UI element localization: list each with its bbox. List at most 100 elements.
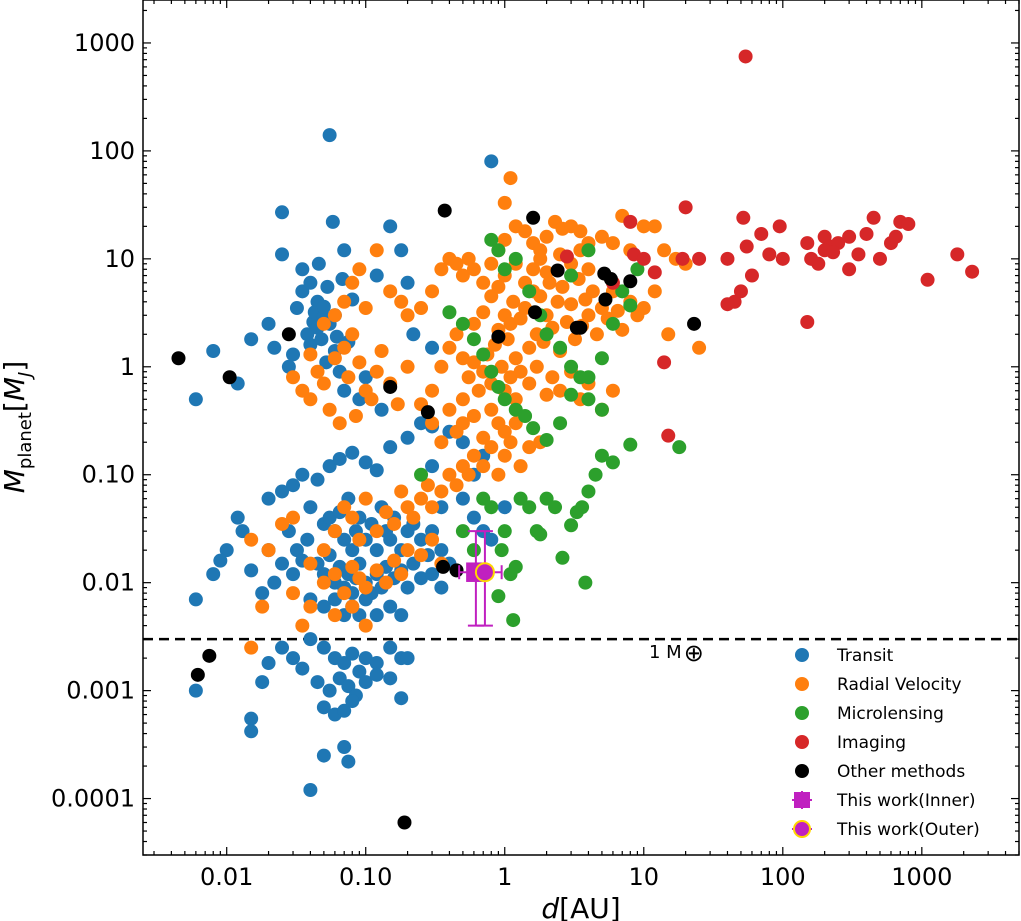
data-point — [387, 553, 402, 568]
data-point — [950, 247, 965, 262]
data-point — [603, 272, 618, 287]
data-point — [553, 383, 568, 398]
data-point — [352, 664, 367, 679]
data-point — [484, 154, 499, 169]
data-point — [327, 308, 342, 323]
data-point — [394, 294, 409, 309]
data-point — [647, 219, 662, 234]
data-point — [400, 308, 415, 323]
data-point — [345, 646, 360, 661]
data-point — [826, 245, 841, 260]
data-point — [491, 379, 506, 394]
data-point — [497, 524, 512, 539]
data-point — [605, 383, 620, 398]
data-point — [390, 397, 405, 412]
data-point — [289, 543, 304, 558]
data-point — [526, 210, 541, 225]
data-point — [466, 510, 481, 525]
data-point — [316, 316, 331, 331]
legend-label: This work(Outer) — [836, 820, 980, 840]
data-point — [171, 351, 186, 366]
data-point — [358, 580, 373, 595]
data-point — [244, 563, 259, 578]
data-point — [888, 229, 903, 244]
data-point — [286, 370, 301, 385]
legend-entry: Imaging — [795, 733, 906, 753]
data-point — [222, 370, 237, 385]
data-point — [341, 754, 356, 769]
data-point — [337, 383, 352, 398]
data-point — [594, 229, 609, 244]
data-point — [466, 332, 481, 347]
this-work-outer-marker — [474, 562, 495, 583]
data-point — [573, 320, 588, 335]
data-point — [295, 618, 310, 633]
data-point — [687, 316, 702, 331]
x-tick-label: 1000 — [891, 863, 952, 891]
data-point — [461, 370, 476, 385]
data-point — [720, 251, 735, 266]
data-point — [414, 571, 429, 586]
data-point — [762, 247, 777, 262]
y-tick-label: 1000 — [74, 29, 135, 57]
data-point — [484, 532, 499, 547]
data-point — [581, 243, 596, 258]
data-point — [383, 284, 398, 299]
data-point — [518, 224, 533, 239]
data-point — [513, 364, 528, 379]
data-point — [255, 599, 270, 614]
data-point — [589, 327, 604, 342]
data-point — [394, 691, 409, 706]
data-point — [772, 219, 787, 234]
data-point — [555, 279, 570, 294]
data-point — [235, 524, 250, 539]
data-point — [434, 580, 449, 595]
data-point — [358, 491, 373, 506]
data-point — [310, 364, 325, 379]
data-point — [275, 556, 290, 571]
data-point — [425, 500, 440, 515]
data-point — [316, 299, 331, 314]
data-point — [394, 484, 409, 499]
data-point — [261, 491, 276, 506]
data-point — [345, 543, 360, 558]
data-point — [337, 740, 352, 755]
series-imaging — [559, 49, 980, 443]
data-point — [414, 548, 429, 563]
data-point — [506, 294, 521, 309]
data-point — [345, 510, 360, 525]
data-point — [466, 543, 481, 558]
data-point — [261, 543, 276, 558]
data-point — [369, 268, 384, 283]
data-point — [300, 532, 315, 547]
data-point — [332, 416, 347, 431]
data-point — [522, 340, 537, 355]
data-point — [303, 632, 318, 647]
legend: Transit Radial Velocity Microlensing Imagin… — [792, 646, 980, 840]
legend-entry: Microlensing — [795, 704, 944, 724]
data-point — [219, 543, 234, 558]
data-point — [295, 262, 310, 277]
data-point — [736, 210, 751, 225]
data-point — [539, 432, 554, 447]
data-point — [383, 219, 398, 234]
data-point — [564, 359, 579, 374]
data-point — [255, 586, 270, 601]
data-point — [275, 516, 290, 531]
data-point — [400, 651, 415, 666]
data-point — [436, 559, 451, 574]
data-point — [466, 355, 481, 370]
data-point — [605, 236, 620, 251]
data-point — [406, 327, 421, 342]
legend-marker — [795, 764, 809, 778]
data-point — [337, 340, 352, 355]
data-point — [533, 289, 548, 304]
data-point — [661, 327, 676, 342]
data-point — [484, 440, 499, 455]
data-point — [455, 491, 470, 506]
data-point — [275, 205, 290, 220]
legend-entry: This work(Outer) — [792, 820, 980, 840]
y-tick-label: 0.001 — [66, 677, 135, 705]
data-point — [337, 243, 352, 258]
data-point — [358, 651, 373, 666]
